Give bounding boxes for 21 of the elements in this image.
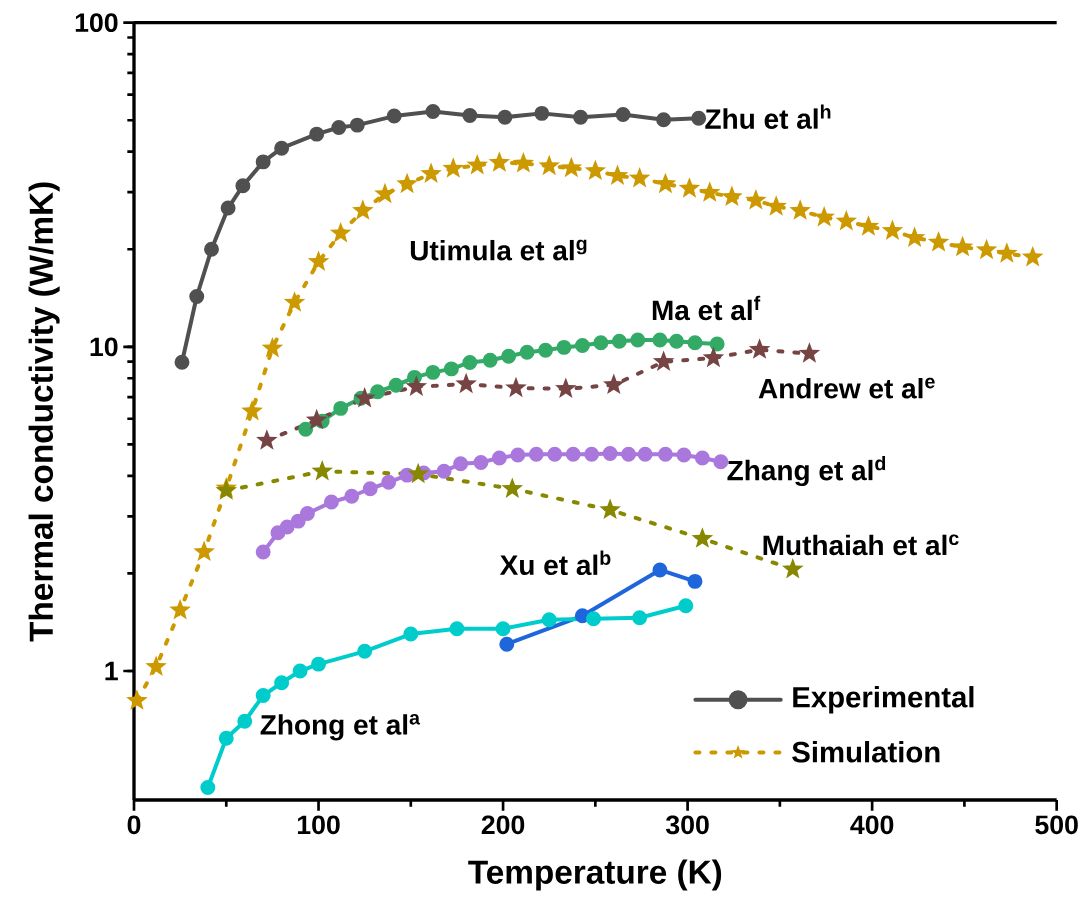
y-tick-label: 100 [75,13,118,33]
x-tick-label: 500 [1035,815,1078,835]
annotation: Simulation [792,741,940,763]
x-axis-title: Temperature (K) [468,859,722,891]
series-label: Muthaiah et al$^{c}$ [763,534,959,556]
x-tick-label: 0 [127,815,141,835]
series-label: Ma et al$^{f}$ [652,295,761,321]
y-tick-label: 10 [90,337,118,357]
annotation: Experimental [793,686,974,714]
y-axis-title: Thermal conductivity (W/mK) [28,182,60,642]
series-label: Xu et al$^{b}$ [499,550,611,576]
x-tick-label: 100 [297,815,340,835]
series-label: Zhu et al$^{h}$ [705,104,831,129]
y-tick-label: 1 [105,661,118,681]
x-tick-label: 300 [665,815,709,835]
series-label: Andrew et al$^{e}$ [758,377,935,399]
x-tick-label: 400 [850,815,894,835]
series-label: Utimula et al$^{g}$ [410,239,587,261]
series-label: Zhang et al$^{d}$ [727,455,886,487]
series-label: Zhong et al$^{a}$ [260,713,421,741]
x-tick-label: 200 [481,815,525,835]
